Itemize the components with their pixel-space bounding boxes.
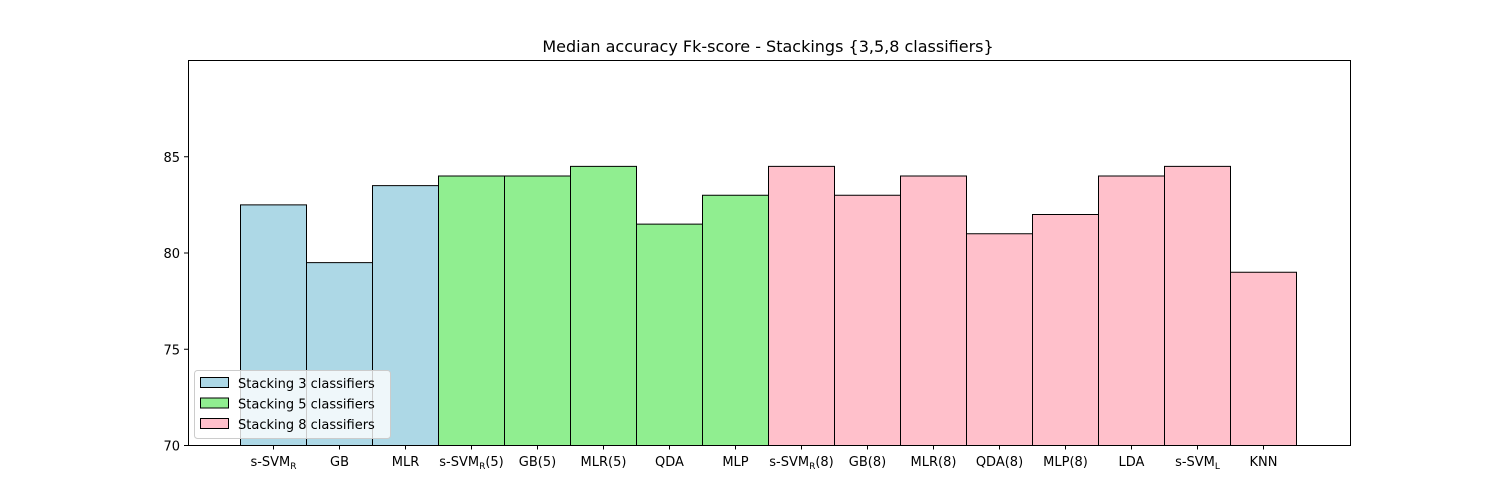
y-axis: 70 75 80 85 xyxy=(163,151,189,455)
y-tick-label: 80 xyxy=(163,247,180,262)
x-tick-label: s-SVMR(8) xyxy=(769,455,834,472)
bar xyxy=(966,233,1033,446)
legend-label: Stacking 3 classifiers xyxy=(238,377,375,392)
bar xyxy=(900,175,967,446)
x-tick-label: MLP xyxy=(722,455,748,470)
x-tick-label: MLR xyxy=(392,455,420,470)
x-tick-label: s-SVML xyxy=(1175,455,1220,472)
bar xyxy=(636,223,703,446)
x-tick-label: KNN xyxy=(1250,455,1278,470)
y-tick-label: 85 xyxy=(163,151,180,166)
x-tick-label: MLP(8) xyxy=(1043,455,1088,470)
y-tick-label: 70 xyxy=(163,440,180,455)
x-tick-label: MLR(5) xyxy=(581,455,627,470)
bar xyxy=(570,165,637,446)
bars-layer xyxy=(240,165,1297,446)
x-tick-label: s-SVMR(5) xyxy=(439,455,504,472)
chart-title: Median accuracy Fk-score - Stackings {3,… xyxy=(542,37,993,56)
legend-box xyxy=(194,370,391,439)
bar xyxy=(1032,214,1099,446)
bar xyxy=(1098,175,1165,446)
x-tick-label: QDA xyxy=(655,455,684,470)
x-tick-label: GB(5) xyxy=(519,455,556,470)
bar xyxy=(504,175,571,446)
legend-swatch xyxy=(200,377,229,388)
bar xyxy=(702,194,769,446)
bar xyxy=(834,194,901,446)
x-tick-label: GB(8) xyxy=(849,455,886,470)
legend-swatch xyxy=(200,418,229,429)
legend-label: Stacking 5 classifiers xyxy=(238,398,375,413)
bar xyxy=(768,165,835,446)
x-tick-label: GB xyxy=(330,455,349,470)
legend: Stacking 3 classifiers Stacking 5 classif… xyxy=(194,370,391,439)
bar xyxy=(438,175,505,446)
legend-swatch xyxy=(200,397,229,409)
bar xyxy=(1164,165,1231,446)
y-tick-label: 75 xyxy=(163,343,180,358)
x-axis: s-SVMR GB MLR s-SVMR(5) GB(5) MLR(5) QDA MLP s-S… xyxy=(250,445,1278,472)
bar xyxy=(1230,271,1297,446)
x-tick-label: MLR(8) xyxy=(911,455,957,470)
x-tick-label: s-SVMR xyxy=(250,455,296,472)
legend-label: Stacking 8 classifiers xyxy=(238,418,375,433)
x-tick-label: QDA(8) xyxy=(976,455,1023,470)
x-tick-label: LDA xyxy=(1119,455,1145,470)
